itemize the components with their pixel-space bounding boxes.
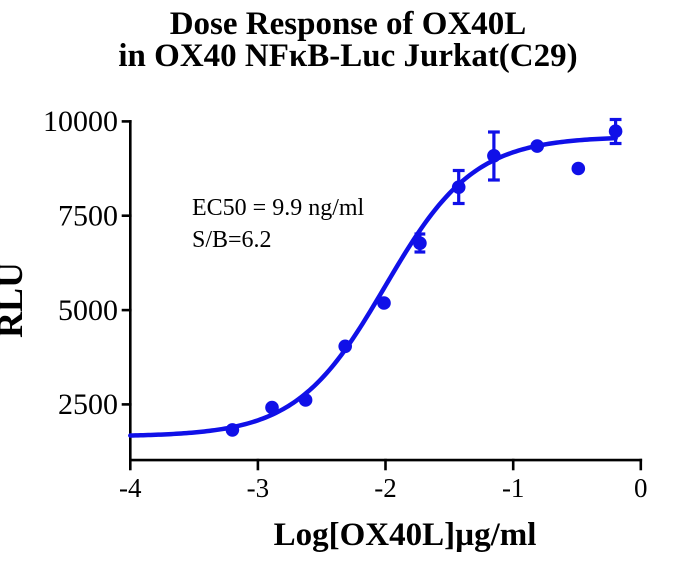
svg-text:10000: 10000 [43,105,118,138]
svg-text:EC50 = 9.9 ng/ml: EC50 = 9.9 ng/ml [192,195,365,221]
svg-text:RLU: RLU [0,262,30,338]
svg-text:-2: -2 [374,473,397,503]
svg-text:-1: -1 [502,473,525,503]
svg-text:5000: 5000 [58,294,118,327]
svg-text:Log[OX40L]µg/ml: Log[OX40L]µg/ml [274,517,537,553]
svg-text:2500: 2500 [58,388,118,421]
svg-text:S/B=6.2: S/B=6.2 [192,227,272,253]
svg-text:-4: -4 [119,473,142,503]
svg-text:7500: 7500 [58,200,118,233]
svg-text:-3: -3 [247,473,270,503]
svg-text:0: 0 [634,473,648,503]
